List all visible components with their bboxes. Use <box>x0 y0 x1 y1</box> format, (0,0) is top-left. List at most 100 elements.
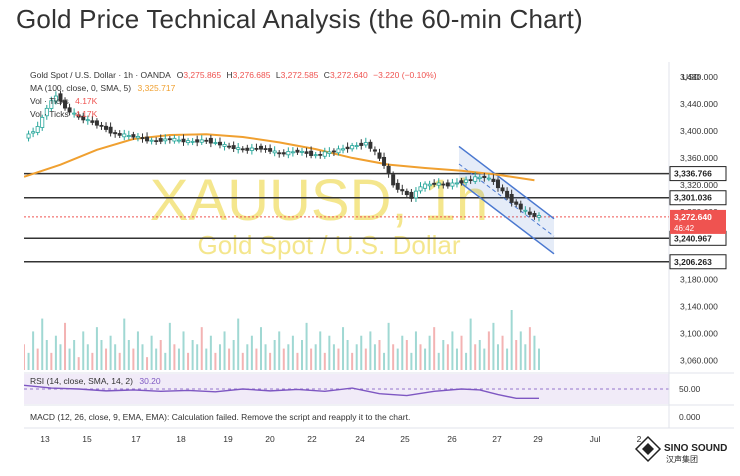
volume-bar <box>246 344 249 370</box>
candle-body <box>409 191 414 199</box>
candle-body <box>318 154 323 156</box>
volume-bar <box>136 331 139 370</box>
volume-bar <box>387 322 390 370</box>
time-tick: 17 <box>131 434 141 444</box>
candle-body <box>505 190 510 198</box>
candle-body <box>113 132 118 135</box>
volume-bar <box>95 327 98 370</box>
volume-bar <box>524 344 527 370</box>
volume-bar <box>218 344 221 370</box>
volume-bar <box>228 348 231 370</box>
ma-value: 3,325.717 <box>137 83 175 93</box>
volume-bar <box>278 331 281 370</box>
candle-body <box>85 119 90 122</box>
candle-body <box>217 141 222 146</box>
candle-body <box>495 179 500 189</box>
candle-body <box>450 182 455 187</box>
candle-body <box>76 114 81 118</box>
volume-bar <box>191 340 194 370</box>
volume-bar <box>455 348 458 370</box>
candle-body <box>372 149 377 152</box>
candle-body <box>286 151 291 156</box>
volume-bar <box>91 352 94 370</box>
candle-body <box>131 134 136 138</box>
level-label-box <box>669 190 727 206</box>
gold-chart[interactable]: XAUUSD, 1h Gold Spot / U.S. Dollar 3,336… <box>24 62 734 470</box>
candle-body <box>135 135 140 139</box>
chart-frame[interactable]: XAUUSD, 1h Gold Spot / U.S. Dollar 3,336… <box>24 62 734 470</box>
price-candles <box>26 91 542 222</box>
volume-bar <box>150 335 153 370</box>
candle-body <box>345 146 350 150</box>
volume-bar <box>301 340 304 370</box>
time-tick: 26 <box>447 434 457 444</box>
candle-body <box>186 140 191 144</box>
volume-bar <box>273 340 276 370</box>
candle-body <box>413 190 418 199</box>
volume-bar <box>446 344 449 370</box>
volume-bar <box>182 331 185 370</box>
volume-bar <box>255 348 258 370</box>
candle-body <box>117 133 122 136</box>
support-resistance-levels[interactable]: 3,336.766 3,301.036 3,240.967 3,206.263 <box>24 166 727 270</box>
current-price-box <box>670 209 726 234</box>
candle-body <box>336 148 341 154</box>
price-tick: 3,360.000 <box>680 153 718 163</box>
volume-bar <box>41 318 44 370</box>
candle-body <box>537 215 542 218</box>
volume-bar <box>323 352 326 370</box>
time-tick: 25 <box>400 434 410 444</box>
sino-sound-logo: SINO SOUND 汉声集团 <box>634 435 727 464</box>
candle-body <box>363 142 368 146</box>
candle-body <box>295 149 300 153</box>
candle-body <box>304 151 309 154</box>
watermark: XAUUSD, 1h Gold Spot / U.S. Dollar <box>150 168 488 260</box>
candle-body <box>464 179 469 183</box>
candle-body <box>199 139 204 143</box>
time-axis[interactable]: 13 15 17 18 19 20 22 24 25 26 27 29 Jul 2 <box>40 434 641 444</box>
candle-body <box>532 213 537 217</box>
volume-bar <box>319 331 322 370</box>
volume-bar <box>205 348 208 370</box>
volume-bar <box>528 327 531 370</box>
volume-bar <box>54 335 57 370</box>
candle-body <box>104 125 109 130</box>
candle-body <box>240 148 245 151</box>
volume-bar <box>465 352 468 370</box>
volume-bar <box>159 340 162 370</box>
volume-bar <box>396 348 399 370</box>
volume-bar <box>314 344 317 370</box>
price-tick: 3,400.000 <box>680 126 718 136</box>
volume-bar <box>24 344 25 370</box>
candle-body <box>145 136 150 142</box>
candle-body <box>272 150 277 154</box>
candle-body <box>149 139 154 142</box>
candle-body <box>72 112 77 115</box>
candle-body <box>268 148 273 152</box>
candle-body <box>231 145 236 149</box>
volume-bar <box>538 348 540 370</box>
volume-bar <box>196 344 199 370</box>
rsi-legend: RSI (14, close, SMA, 14, 2) 30.20 <box>30 376 161 386</box>
candle-body <box>391 174 396 186</box>
candle-body <box>327 151 332 154</box>
candle-body <box>172 137 177 142</box>
volume-bar <box>32 331 35 370</box>
volume-bar <box>383 352 386 370</box>
volume-bar <box>214 352 217 370</box>
volume-bar <box>50 352 53 370</box>
volume-bar <box>474 344 477 370</box>
volume-bar <box>433 327 436 370</box>
volume-bar <box>506 348 509 370</box>
volume-bar <box>501 335 504 370</box>
volume-bar <box>437 352 440 370</box>
time-tick: Jul <box>590 434 601 444</box>
candle-body <box>482 175 487 179</box>
volume-bar <box>114 344 117 370</box>
volume-bar <box>492 322 495 370</box>
candle-body <box>368 141 373 149</box>
candle-body <box>382 156 387 166</box>
level-label-box <box>669 254 727 270</box>
ma-label: MA (100, close, 0, SMA, 5) <box>30 83 131 93</box>
candle-body <box>404 190 409 196</box>
